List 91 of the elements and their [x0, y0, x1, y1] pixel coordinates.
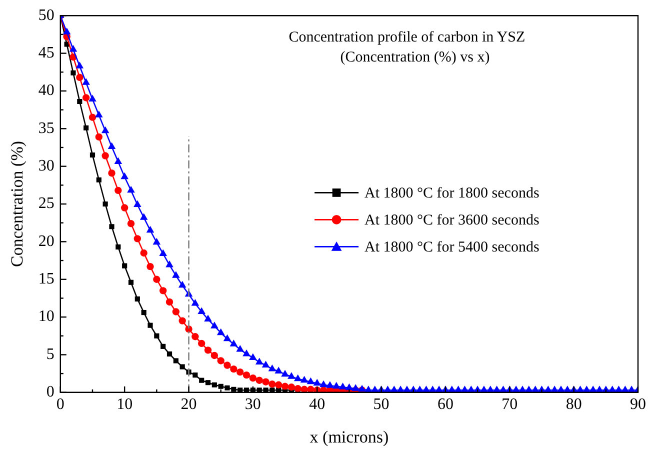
point	[270, 388, 275, 392]
point	[159, 287, 167, 294]
point	[166, 298, 174, 306]
point	[244, 388, 250, 392]
x-tick-label: 40	[309, 396, 326, 414]
point	[268, 380, 276, 388]
point	[198, 340, 206, 348]
point	[173, 358, 178, 364]
point	[192, 333, 199, 340]
point	[275, 381, 282, 388]
point	[141, 310, 146, 316]
point	[76, 74, 84, 81]
point	[154, 333, 160, 338]
x-tick-label: 70	[502, 396, 518, 414]
point	[146, 262, 154, 270]
legend-label: At 1800 °C for 5400 seconds	[364, 240, 540, 256]
x-tick-label: 20	[180, 396, 197, 414]
point	[102, 201, 108, 207]
point	[199, 378, 204, 383]
y-tick-label: 30	[38, 158, 54, 175]
point	[224, 385, 230, 390]
point	[238, 388, 243, 392]
y-tick-label: 50	[38, 6, 54, 24]
point	[210, 352, 218, 360]
point	[90, 152, 96, 158]
point	[224, 362, 231, 369]
point	[204, 346, 212, 354]
y-tick-label: 35	[38, 120, 54, 137]
point	[231, 386, 236, 392]
point	[263, 388, 268, 392]
point	[114, 186, 122, 194]
y-tick-label: 15	[38, 270, 54, 288]
point	[236, 368, 244, 376]
x-axis-title: x (microns)	[310, 427, 389, 446]
x-tick-label: 50	[373, 396, 390, 414]
point	[96, 177, 102, 182]
x-tick-label: 30	[244, 396, 261, 414]
text: Concentration profile of carbon in YSZ	[288, 30, 526, 46]
point	[84, 125, 89, 130]
point	[88, 114, 96, 121]
point	[230, 365, 238, 373]
point	[153, 276, 160, 283]
text: (Concentration (%) vs x)	[340, 50, 490, 66]
point	[148, 322, 153, 328]
point	[249, 374, 257, 382]
point	[95, 133, 103, 141]
point	[140, 249, 148, 257]
point	[320, 386, 328, 392]
y-tick-label: 0	[46, 384, 54, 401]
point	[116, 244, 121, 250]
point	[172, 308, 180, 316]
x-tick-label: 10	[116, 396, 133, 414]
point	[212, 382, 217, 388]
point	[108, 170, 116, 177]
legend-label: At 1800 °C for 1800 seconds	[364, 186, 540, 202]
point	[102, 152, 109, 160]
y-tick-label: 45	[38, 44, 54, 62]
point	[166, 351, 172, 357]
point	[256, 376, 263, 384]
point	[134, 296, 140, 302]
point	[120, 204, 128, 212]
y-axis-title: Concentration (%)	[8, 140, 27, 268]
point	[180, 364, 185, 370]
y-tick-label: 25	[38, 195, 54, 212]
point	[281, 382, 289, 390]
y-tick-label: 10	[38, 308, 54, 326]
point	[77, 98, 82, 104]
point	[178, 317, 186, 324]
y-tick-label: 20	[38, 232, 54, 250]
point	[256, 388, 262, 392]
legend-label: At 1800 °C for 3600 seconds	[364, 212, 540, 229]
point	[217, 357, 224, 364]
x-tick-label: 60	[437, 396, 454, 414]
point	[127, 220, 135, 228]
point	[242, 371, 250, 379]
point	[82, 94, 90, 102]
point	[262, 378, 270, 386]
point	[192, 372, 198, 378]
point	[109, 224, 114, 230]
y-tick-label: 5	[46, 346, 54, 363]
point	[122, 263, 128, 268]
point	[218, 384, 224, 389]
point	[70, 70, 76, 76]
point	[288, 384, 296, 391]
y-tick-label: 40	[38, 82, 54, 100]
x-tick-label: 90	[630, 396, 646, 414]
point	[134, 235, 142, 242]
x-tick-label: 80	[566, 396, 582, 414]
point	[205, 380, 211, 386]
point	[128, 280, 134, 285]
point	[160, 344, 166, 349]
